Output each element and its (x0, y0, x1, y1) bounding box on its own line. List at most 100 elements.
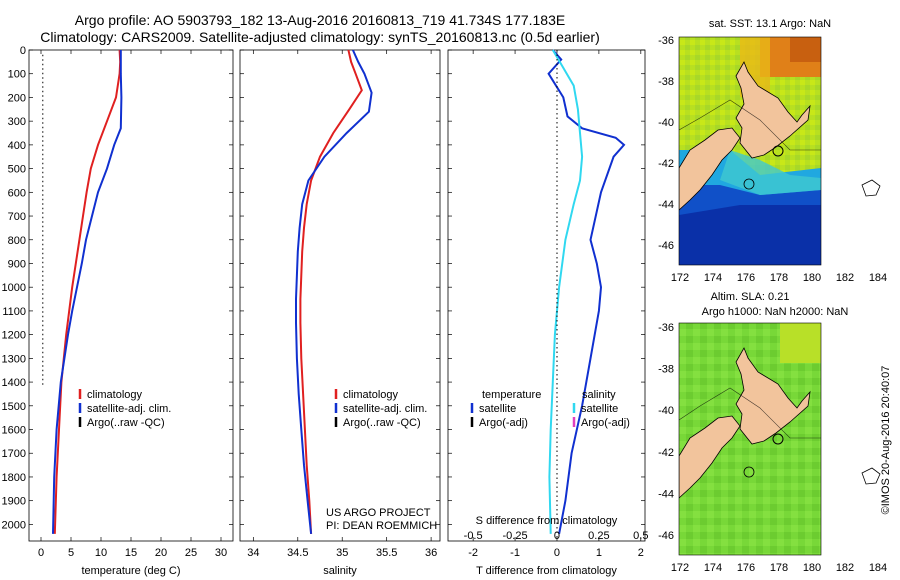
depth-tick-label: 200 (8, 92, 26, 104)
legend-label: climatology (87, 389, 143, 401)
map-y-tick-label: -44 (658, 199, 674, 211)
depth-tick-label: 1700 (2, 448, 26, 460)
chart-frame-2 (239, 49, 441, 542)
south-island-shape (679, 127, 741, 211)
legend-label: climatology (343, 389, 399, 401)
depth-tick-label: 1300 (2, 353, 26, 365)
depth-tick-label: 1000 (2, 282, 26, 294)
map-y-tick-label: -40 (658, 405, 674, 417)
legend-label: Argo(-adj) (581, 417, 630, 429)
sla-map: Altim. SLA: 0.21 Argo h1000: NaN h2000: … (658, 291, 887, 574)
map-y-tick-label: -46 (658, 240, 674, 252)
series-salinity-satellite (548, 49, 584, 534)
series-climatology (299, 49, 363, 534)
x-tick-label: 20 (155, 547, 167, 559)
x-tick-label: 36 (425, 547, 437, 559)
map-x-tick-label: 176 (737, 562, 755, 574)
series-satellite-adj-clim- (52, 50, 123, 534)
x-tick-label: 15 (125, 547, 137, 559)
x-tick-label: 2 (638, 547, 644, 559)
sla-map-frame (678, 322, 822, 556)
sst-front (720, 150, 821, 195)
map-y-tick-label: -36 (658, 322, 674, 334)
x-tick-label: -2 (468, 547, 478, 559)
north-island-shape-sla (735, 347, 811, 445)
map-x-tick-label: 182 (836, 272, 854, 284)
depth-tick-label: 2000 (2, 519, 26, 531)
sla-bathymetry-contour (679, 387, 821, 439)
legend-label: satellite (479, 403, 516, 415)
depth-tick-label: 300 (8, 116, 26, 128)
x2-tick-label: -0.25 (503, 530, 528, 542)
x2-tick-label: 0 (554, 530, 560, 542)
map-x-tick-label: 184 (869, 272, 887, 284)
depth-tick-label: 100 (8, 69, 26, 81)
chatham-contour-sla (743, 466, 755, 478)
legend-label: satellite-adj. clim. (87, 403, 171, 415)
legend-label: satellite (581, 403, 618, 415)
map-x-tick-label: 172 (671, 272, 689, 284)
north-island-shape (735, 61, 811, 159)
x-tick-label: 0 (554, 547, 560, 559)
profile-location-marker-sla (772, 433, 784, 445)
chatham-contour (743, 178, 755, 190)
map-x-tick-label: 178 (770, 272, 788, 284)
map-x-tick-label: 174 (704, 272, 722, 284)
annotation-text: PI: DEAN ROEMMICH (326, 520, 437, 532)
x-axis-label: temperature (deg C) (81, 565, 180, 577)
x-tick-label: 10 (95, 547, 107, 559)
x-tick-label: 0 (38, 547, 44, 559)
legend-header: temperature (482, 389, 541, 401)
x-tick-label: 35 (336, 547, 348, 559)
sla-map-title-2: Argo h1000: NaN h2000: NaN (702, 306, 849, 318)
map-y-tick-label: -42 (658, 158, 674, 170)
x-tick-label: -1 (510, 547, 520, 559)
depth-tick-label: 1500 (2, 401, 26, 413)
depth-tick-label: 1900 (2, 496, 26, 508)
sst-warm-core (790, 37, 821, 62)
x-tick-label: 34 (247, 547, 259, 559)
x-tick-label: 1 (596, 547, 602, 559)
chart-frame-1 (28, 49, 234, 542)
depth-tick-label: 1600 (2, 425, 26, 437)
imos-stamp: ©IMOS 20-Aug-2016 20:40:07 (880, 366, 892, 515)
sst-bathymetry-contour (679, 99, 821, 151)
sla-map-ticks: 172 174 176 178 180 182 184 -36 -38 -40 -42 -44 -46 (658, 322, 887, 574)
sla-map-title-1: Altim. SLA: 0.21 (711, 291, 790, 303)
map-y-tick-label: -40 (658, 117, 674, 129)
x-axis-label: salinity (323, 565, 357, 577)
sla-high-region (780, 323, 821, 363)
sst-map-frame (678, 36, 822, 266)
annotation-text: US ARGO PROJECT (326, 507, 431, 519)
map-x-tick-label: 176 (737, 272, 755, 284)
map-y-tick-label: -36 (658, 35, 674, 47)
x-axis-label: T difference from climatology (476, 565, 617, 577)
depth-tick-label: 700 (8, 211, 26, 223)
profile-location-marker (772, 145, 784, 157)
x-tick-label: 34.5 (287, 547, 308, 559)
legend-label: Argo(..raw -QC) (343, 417, 421, 429)
map-y-tick-label: -44 (658, 488, 674, 500)
south-island-shape-sla (679, 415, 741, 499)
map-x-tick-label: 180 (803, 562, 821, 574)
map-x-tick-label: 178 (770, 562, 788, 574)
series-temperature-satellite (547, 49, 626, 535)
map-x-tick-label: 172 (671, 562, 689, 574)
map-x-tick-label: 180 (803, 272, 821, 284)
x2-tick-label: 0.25 (588, 530, 609, 542)
depth-tick-label: 1200 (2, 330, 26, 342)
map-y-tick-label: -38 (658, 76, 674, 88)
sst-map-title: sat. SST: 13.1 Argo: NaN (709, 18, 831, 30)
legend-header: salinity (582, 389, 616, 401)
legend-label: satellite-adj. clim. (343, 403, 427, 415)
depth-tick-label: 500 (8, 164, 26, 176)
x2-tick-label: 0.5 (633, 530, 648, 542)
depth-tick-label: 1400 (2, 377, 26, 389)
x2-axis-label: S difference from climatology (476, 515, 618, 527)
x-tick-label: 5 (68, 547, 74, 559)
depth-tick-label: 800 (8, 235, 26, 247)
depth-tick-label: 1100 (2, 306, 26, 318)
chatham-island-outline-sla (861, 467, 881, 485)
depth-tick-label: 0 (20, 45, 26, 57)
